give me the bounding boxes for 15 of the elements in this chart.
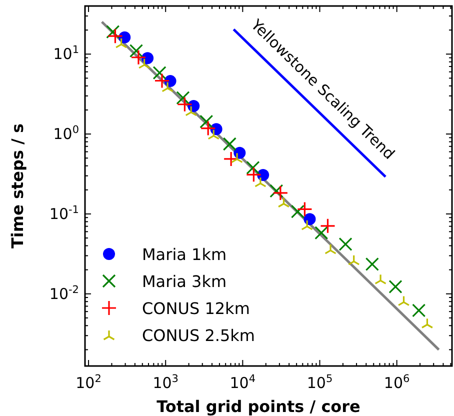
y-tick-label: 10$^{1}$ — [53, 44, 79, 64]
x-tick-label: 10$^{4}$ — [230, 373, 256, 392]
legend-label: Maria 3km — [142, 272, 227, 291]
x-tick-label: 10$^{3}$ — [152, 373, 178, 392]
y-tick-label: 10$^{0}$ — [53, 124, 79, 144]
legend-label: Maria 1km — [142, 245, 227, 264]
legend-label: CONUS 12km — [142, 299, 250, 318]
legend-label: CONUS 2.5km — [142, 326, 255, 345]
y-tick-label: 10$^{-2}$ — [49, 284, 79, 303]
y-axis-title: Time steps / s — [8, 124, 27, 248]
y-tick-label: 10$^{-1}$ — [49, 204, 79, 223]
x-tick-label: 10$^{6}$ — [384, 373, 410, 392]
x-tick-label: 10$^{2}$ — [76, 373, 102, 392]
x-tick-label: 10$^{5}$ — [306, 373, 333, 392]
x-axis-title: Total grid points / core — [156, 397, 361, 416]
